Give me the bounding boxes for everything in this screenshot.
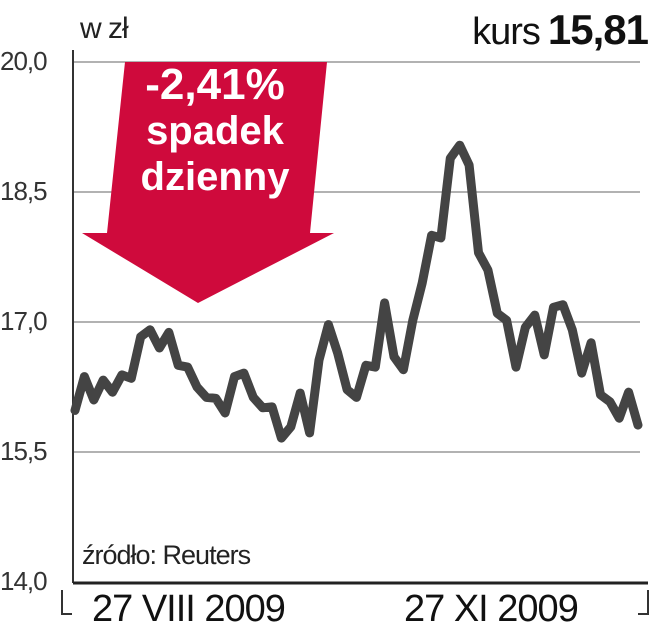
down-arrow-icon	[82, 62, 334, 303]
y-tick-label: 20,0	[0, 46, 48, 76]
y-tick-label: 14,0	[0, 566, 48, 596]
x-axis-bracket-right	[638, 590, 649, 615]
x-tick-label: 27 VIII 2009	[92, 588, 286, 630]
daily-change-badge: -2,41% spadek dzienny	[100, 62, 330, 200]
badge-line2: dzienny	[140, 155, 290, 199]
x-axis-bracket-left	[61, 590, 72, 615]
kurs-label: kurs	[472, 11, 541, 53]
y-tick-label: 17,0	[0, 306, 48, 336]
y-tick-label: 18,5	[0, 176, 48, 206]
price-line	[70, 140, 643, 443]
badge-line1: spadek	[146, 109, 284, 153]
x-tick-label: 27 XI 2009	[404, 588, 579, 630]
unit-label: w zł	[80, 12, 129, 45]
change-percent: -2,41%	[145, 60, 285, 109]
y-tick-label: 15,5	[0, 436, 48, 466]
current-price: kurs 15,81	[472, 6, 649, 54]
source-note: źródło: Reuters	[82, 540, 251, 570]
kurs-value: 15,81	[547, 6, 649, 53]
